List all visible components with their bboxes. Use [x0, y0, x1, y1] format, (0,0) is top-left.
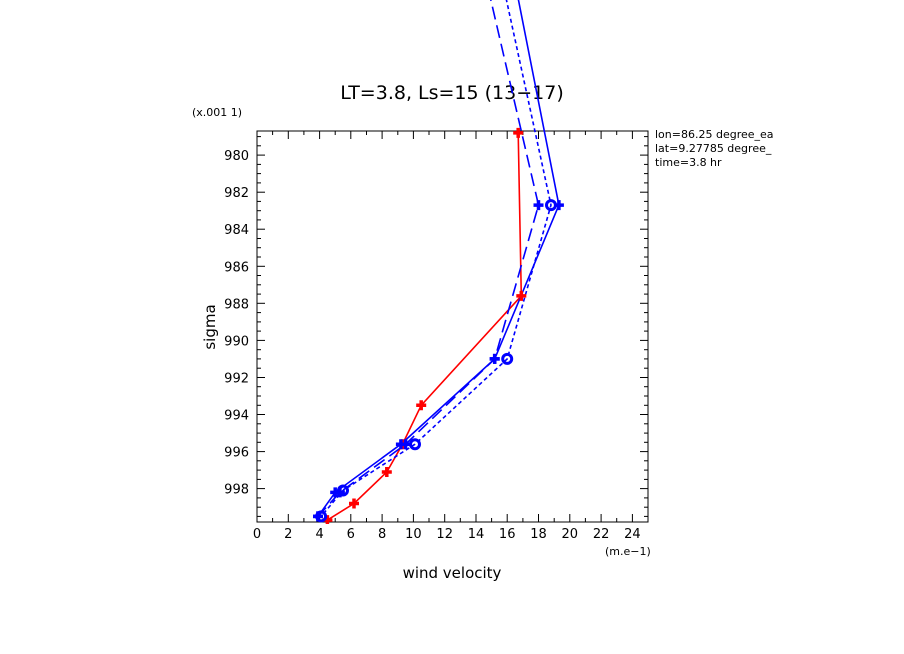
y-tick-label: 982: [224, 186, 249, 201]
series-line-1: [326, 132, 523, 521]
y-unit-label: (x.001 1): [192, 106, 242, 119]
series-line-2: [317, 0, 560, 517]
series-3-marker: [545, 199, 557, 212]
y-tick-label: 990: [224, 334, 249, 349]
x-unit-label: (m.e−1): [605, 545, 651, 558]
plot-frame: [256, 130, 649, 523]
x-tick-label: 0: [253, 527, 261, 542]
info-line-time: time=3.8 hr: [655, 156, 722, 169]
x-tick-label: 22: [593, 527, 610, 542]
series-4-marker: [489, 353, 500, 364]
series-4-marker: [533, 200, 544, 211]
series-line-3: [320, 0, 552, 517]
x-tick-label: 2: [284, 527, 292, 542]
series-3-marker: [501, 352, 514, 365]
series-1-marker: [416, 400, 427, 411]
series-4-marker: [313, 511, 323, 522]
y-tick-label: 996: [224, 446, 249, 461]
x-tick-label: 24: [624, 527, 641, 542]
series-4-marker: [334, 487, 345, 498]
y-tick-label: 984: [224, 223, 249, 238]
series-4-marker: [400, 439, 411, 450]
x-tick-label: 6: [347, 527, 355, 542]
x-tick-label: 12: [436, 527, 453, 542]
x-tick-label: 14: [468, 527, 485, 542]
x-tick-label: 8: [378, 527, 386, 542]
info-line-lat: lat=9.27785 degree_: [655, 142, 772, 155]
series-1-marker: [381, 467, 392, 477]
series-1-marker: [516, 290, 527, 301]
y-tick-label: 998: [224, 483, 249, 498]
y-tick-label: 992: [224, 372, 249, 387]
y-axis-label: sigma: [201, 304, 219, 349]
series-line-4: [317, 0, 540, 517]
x-tick-label: 20: [562, 527, 579, 542]
x-tick-label: 18: [530, 527, 547, 542]
chart-title: LT=3.8, Ls=15 (13−17): [340, 82, 564, 104]
series-1-marker: [513, 127, 524, 138]
series-group: [313, 0, 564, 524]
x-tick-label: 10: [405, 527, 422, 542]
y-tick-label: 986: [224, 260, 249, 275]
x-tick-label: 16: [499, 527, 516, 542]
axes-group: 0 2 4 6 8 10 12 14 16 18 20 22 249809829849869889909…: [224, 131, 649, 542]
y-tick-label: 980: [224, 149, 249, 164]
y-tick-label: 988: [224, 297, 249, 312]
x-tick-label: 4: [315, 527, 323, 542]
y-tick-label: 994: [224, 409, 249, 424]
info-line-lon: lon=86.25 degree_ea: [655, 128, 774, 141]
series-1-marker: [349, 498, 359, 509]
x-axis-label: wind velocity: [403, 564, 502, 582]
